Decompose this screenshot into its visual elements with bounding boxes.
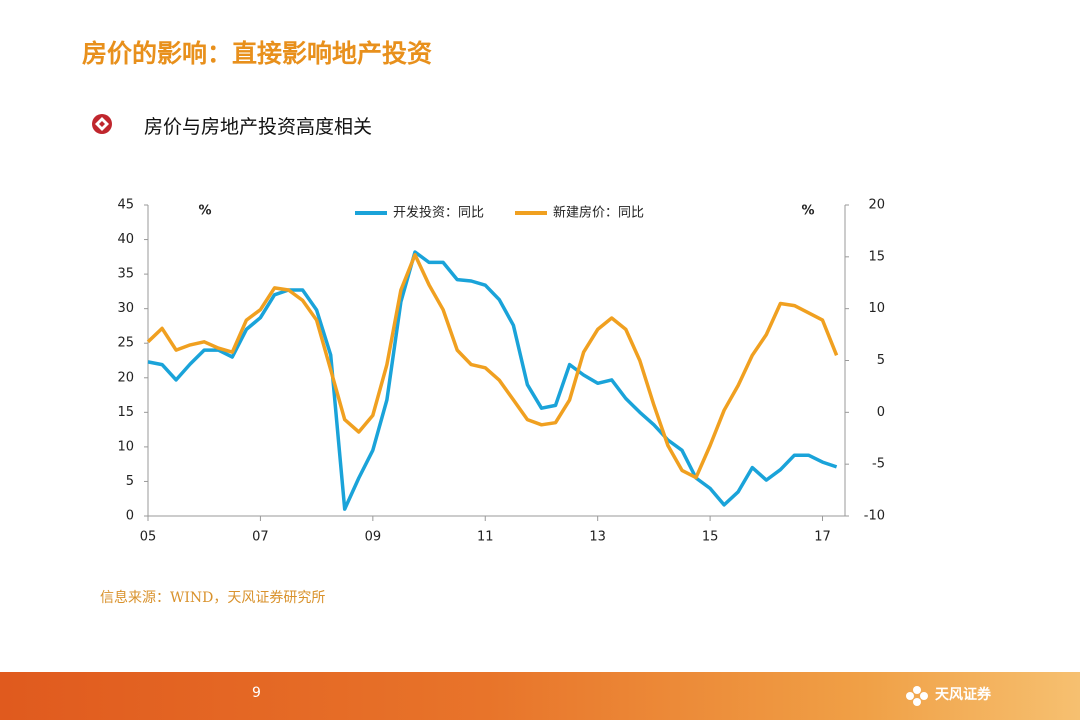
y2-tick-label: -5	[872, 457, 885, 472]
x-tick-label: 17	[814, 530, 831, 545]
series-line	[146, 253, 839, 480]
series-line	[147, 250, 838, 511]
y-tick-label: 20	[117, 370, 134, 385]
y2-tick-label: 20	[868, 198, 885, 213]
x-tick-label: 11	[477, 530, 494, 545]
x-tick-label: 13	[589, 530, 606, 545]
legend-label: 开发投资：同比	[393, 205, 484, 221]
slide-title: 房价的影响：直接影响地产投资	[82, 39, 433, 68]
y2-tick-label: -10	[864, 509, 885, 524]
y2-tick-label: 0	[877, 405, 885, 420]
y2-axis-unit: %	[801, 204, 814, 219]
y-tick-label: 5	[126, 474, 134, 489]
x-tick-label: 05	[140, 530, 157, 545]
logo-icon	[906, 686, 928, 706]
source-note: 信息来源：WIND，天风证券研究所	[100, 590, 326, 606]
y2-tick-label: 15	[868, 249, 885, 264]
y2-tick-label: 10	[868, 301, 885, 316]
y-tick-label: 15	[117, 405, 134, 420]
y-tick-label: 40	[117, 232, 134, 247]
y-tick-label: 30	[117, 301, 134, 316]
footer: 9 天风证券	[0, 672, 1080, 720]
y-tick-label: 35	[117, 267, 134, 282]
y-axis-unit: %	[198, 204, 211, 219]
legend-label: 新建房价：同比	[553, 205, 644, 221]
x-tick-label: 07	[252, 530, 269, 545]
x-tick-label: 15	[702, 530, 719, 545]
bullet: 房价与房地产投资高度相关	[90, 110, 490, 140]
x-tick-label: 09	[365, 530, 382, 545]
logo-text: 天风证券	[935, 687, 991, 703]
bullet-icon	[92, 114, 112, 134]
bullet-text: 房价与房地产投资高度相关	[144, 116, 373, 138]
y-tick-label: 45	[117, 198, 134, 213]
y2-tick-label: 5	[877, 353, 885, 368]
page-number: 9	[252, 685, 261, 701]
y-tick-label: 0	[126, 509, 134, 524]
y-tick-label: 10	[117, 439, 134, 454]
y-tick-label: 25	[117, 336, 134, 351]
